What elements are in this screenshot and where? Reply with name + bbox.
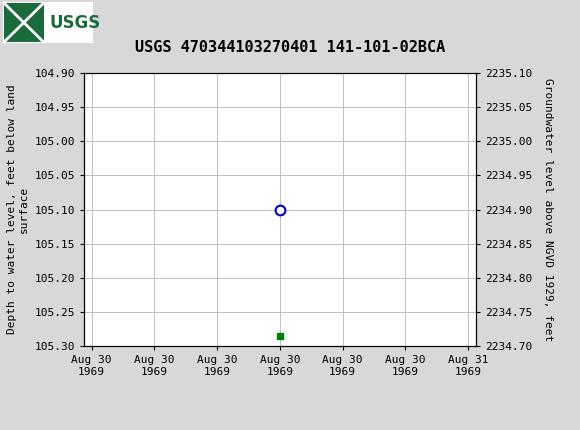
Y-axis label: Groundwater level above NGVD 1929, feet: Groundwater level above NGVD 1929, feet [543, 78, 553, 341]
Bar [3, 2, 93, 43]
Text: USGS 470344103270401 141-101-02BCA: USGS 470344103270401 141-101-02BCA [135, 40, 445, 55]
Text: USGS: USGS [49, 14, 100, 31]
Bar [4, 3, 44, 42]
Y-axis label: Depth to water level, feet below land
surface: Depth to water level, feet below land su… [8, 85, 29, 335]
